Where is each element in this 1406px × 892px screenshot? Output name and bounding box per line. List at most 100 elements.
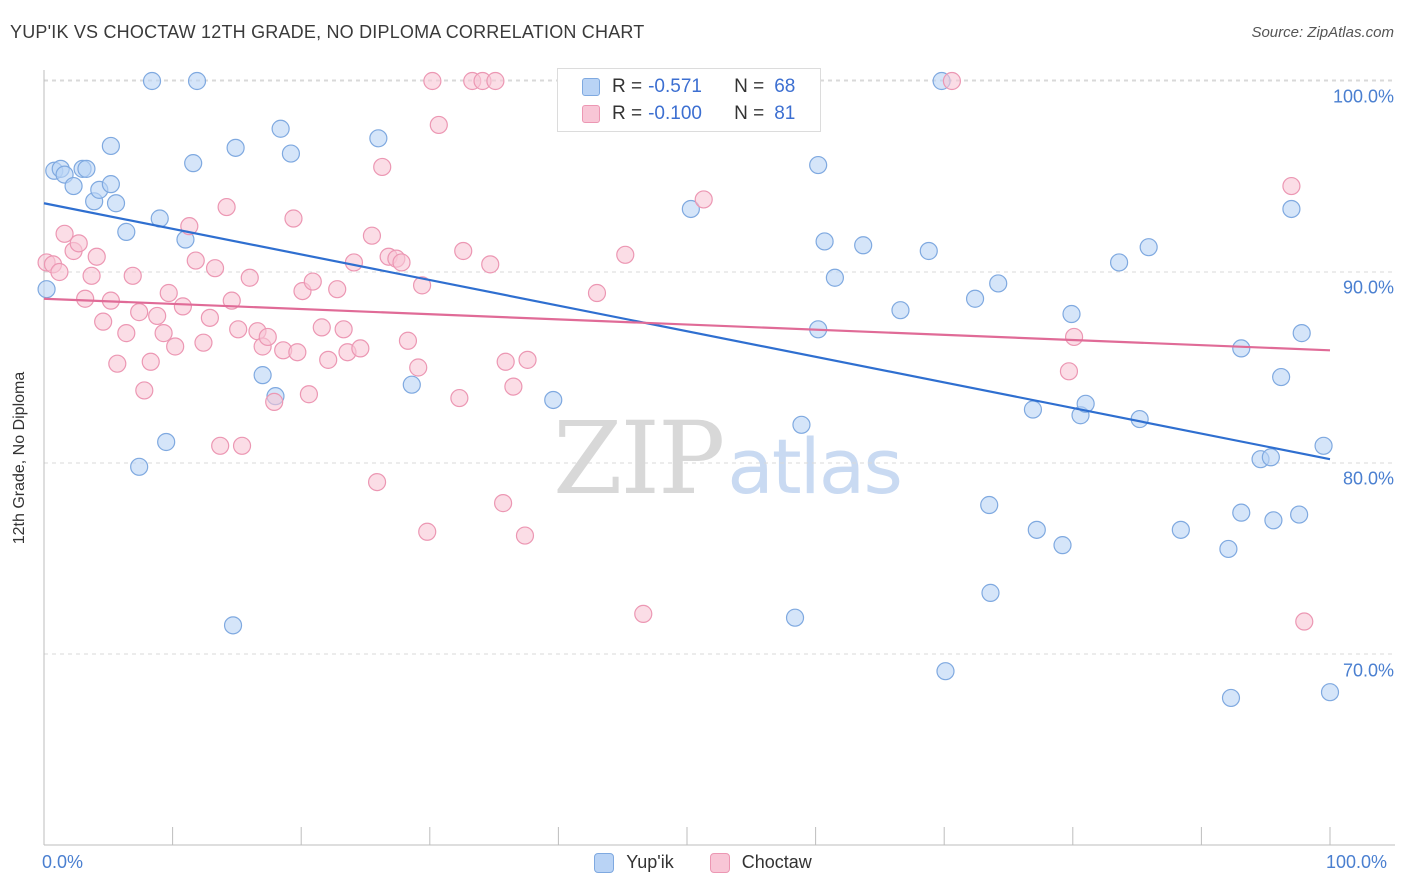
point-choctaw [50, 262, 69, 282]
point-choctaw [87, 247, 106, 266]
point-choctaw [409, 358, 428, 377]
point-yupik [226, 138, 245, 157]
point-yupik [544, 390, 563, 410]
point-yupik [1314, 436, 1333, 455]
point-yupik [936, 662, 955, 681]
legend-r-value: -0.100 [648, 103, 702, 124]
point-choctaw [351, 339, 370, 358]
point-yupik [965, 289, 985, 308]
point-yupik [369, 129, 388, 148]
point-choctaw [148, 306, 167, 326]
point-yupik [402, 375, 421, 394]
point-yupik [253, 366, 272, 385]
point-yupik [792, 415, 811, 434]
legend-row-choctaw: R = -0.100 N = 81 [582, 102, 795, 126]
point-yupik [223, 616, 243, 635]
point-choctaw [194, 333, 213, 352]
point-choctaw [518, 350, 537, 369]
point-choctaw [486, 71, 505, 91]
point-yupik [1027, 520, 1046, 539]
point-choctaw [423, 71, 442, 91]
point-choctaw [173, 297, 192, 316]
point-yupik [184, 154, 203, 173]
point-choctaw [429, 115, 448, 135]
point-choctaw [1295, 612, 1314, 631]
y-tick-label-90: 90.0% [1342, 277, 1394, 298]
point-choctaw [299, 385, 319, 404]
chart-title: YUP'IK VS CHOCTAW 12TH GRADE, NO DIPLOMA… [10, 22, 645, 42]
series-legend-choctaw: Choctaw [709, 852, 812, 873]
series-swatch-choctaw [709, 852, 730, 873]
point-yupik [37, 280, 56, 299]
point-yupik [1282, 199, 1301, 219]
point-choctaw [1282, 176, 1301, 196]
point-choctaw [141, 352, 160, 371]
point-yupik [981, 583, 1000, 602]
point-yupik [919, 241, 938, 261]
legend-n-value: 68 [774, 76, 796, 97]
legend-n-label: N = [734, 76, 765, 97]
series-name-yupik: Yup'ik [626, 852, 674, 872]
point-choctaw [222, 291, 241, 310]
point-choctaw [217, 197, 236, 217]
point-choctaw [135, 381, 154, 400]
point-choctaw [240, 268, 259, 287]
point-choctaw [82, 266, 101, 285]
legend-r-label: R = [612, 103, 643, 124]
point-yupik [1221, 688, 1241, 708]
point-choctaw [328, 280, 347, 299]
point-choctaw [55, 224, 74, 243]
point-choctaw [130, 303, 149, 322]
watermark-atlas: atlas [727, 422, 903, 511]
point-yupik [815, 232, 834, 251]
point-choctaw [454, 241, 473, 261]
point-choctaw [166, 337, 185, 356]
point-choctaw [108, 354, 127, 373]
point-choctaw [159, 283, 178, 303]
point-yupik [1320, 683, 1340, 702]
point-choctaw [1059, 362, 1079, 381]
point-yupik [1292, 324, 1311, 343]
source-credit: Source: ZipAtlas.com [1251, 24, 1394, 41]
point-choctaw [288, 343, 307, 362]
x-tick-label-min: 0.0% [42, 852, 84, 872]
point-choctaw [412, 276, 432, 295]
point-choctaw [392, 253, 411, 272]
point-yupik [130, 457, 149, 476]
point-yupik [101, 175, 120, 194]
point-choctaw [303, 272, 322, 291]
point-choctaw [942, 71, 962, 91]
point-yupik [1139, 238, 1158, 257]
point-choctaw [494, 494, 513, 513]
point-choctaw [334, 320, 353, 339]
point-yupik [142, 71, 162, 91]
point-yupik [1219, 539, 1238, 559]
point-yupik [1272, 367, 1291, 387]
y-tick-label-80: 80.0% [1342, 468, 1394, 489]
point-yupik [1109, 253, 1129, 272]
point-choctaw [205, 259, 225, 278]
legend-row-yupik: R = -0.571 N = 68 [582, 75, 795, 99]
watermark: ZIPatlas [553, 400, 903, 517]
point-yupik [854, 236, 873, 255]
point-choctaw [284, 209, 303, 228]
point-yupik [157, 432, 176, 452]
point-yupik [1076, 394, 1095, 413]
point-yupik [1290, 505, 1309, 524]
point-yupik [1261, 448, 1280, 467]
point-yupik [785, 608, 805, 627]
point-choctaw [515, 526, 535, 545]
series-swatch-yupik [594, 852, 615, 873]
point-yupik [1232, 339, 1251, 358]
point-yupik [809, 155, 828, 175]
point-choctaw [229, 320, 248, 339]
series-legend-yupik: Yup'ik [594, 852, 674, 873]
point-yupik [77, 159, 96, 178]
trend-line-choctaw [43, 297, 1331, 352]
legend-swatch-yupik [582, 78, 600, 96]
point-yupik [117, 222, 136, 241]
point-yupik [681, 199, 700, 219]
trend-line-yupik [43, 202, 1331, 461]
point-choctaw [504, 377, 523, 396]
point-yupik [281, 144, 301, 163]
